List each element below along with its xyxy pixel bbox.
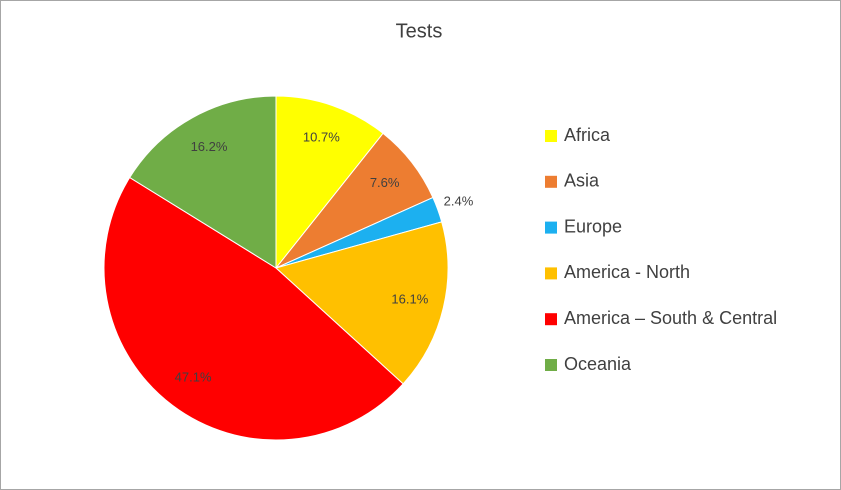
legend-swatch bbox=[545, 313, 557, 326]
legend-label: America – South & Central bbox=[564, 308, 777, 328]
data-label: 16.2% bbox=[191, 139, 228, 154]
legend-label: Europe bbox=[564, 216, 622, 236]
chart-title: Tests bbox=[396, 20, 443, 42]
legend-label: Africa bbox=[564, 125, 611, 145]
legend-swatch bbox=[545, 221, 557, 234]
legend-label: America - North bbox=[564, 262, 690, 282]
legend-label: Asia bbox=[564, 171, 600, 191]
pie-slice bbox=[274, 221, 449, 385]
legend-swatch bbox=[545, 175, 557, 188]
legend-swatch bbox=[545, 267, 557, 280]
legend-swatch bbox=[545, 359, 557, 371]
data-label: 10.7% bbox=[303, 130, 340, 145]
pie-slice bbox=[129, 95, 277, 269]
pie-slice bbox=[275, 95, 384, 270]
pie-slice bbox=[103, 176, 404, 441]
data-label: 16.1% bbox=[391, 291, 428, 306]
data-label: 47.1% bbox=[175, 369, 212, 384]
legend-label: Oceania bbox=[564, 354, 632, 374]
data-label: 2.4% bbox=[444, 193, 474, 208]
legend-swatch bbox=[545, 130, 557, 142]
data-label: 7.6% bbox=[370, 175, 400, 190]
